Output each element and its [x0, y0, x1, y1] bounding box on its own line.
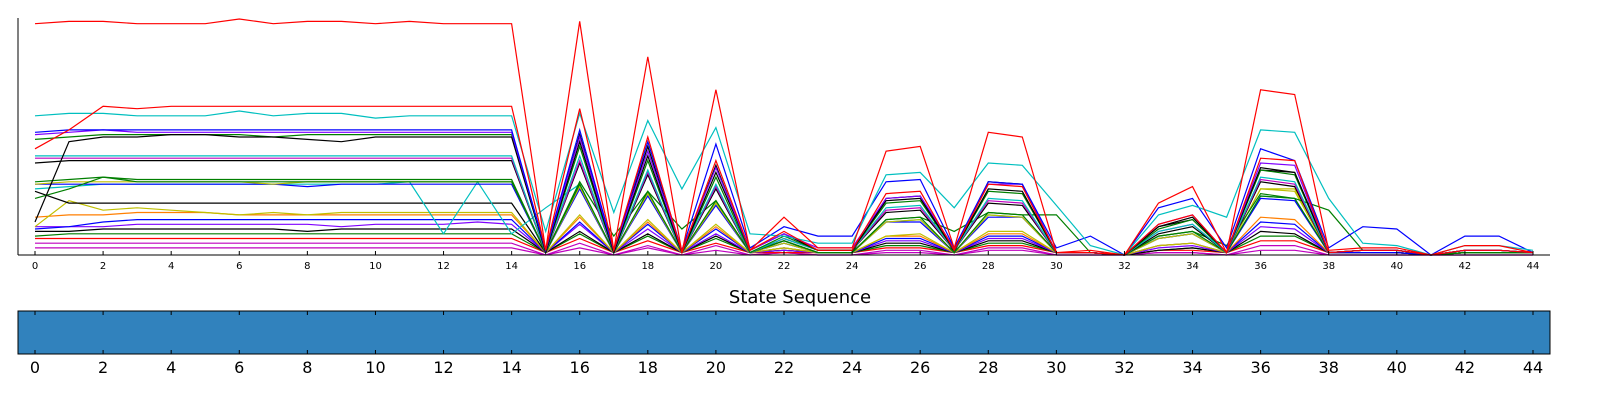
state-tick-label-0: 0 — [30, 358, 40, 377]
state-tick-label-18: 18 — [638, 358, 658, 377]
series-line-2 — [34, 110, 1534, 256]
x-tick-label-14: 14 — [505, 261, 518, 272]
x-tick-label-2: 2 — [100, 261, 106, 272]
line-plot: 0 2 4 6 8 10 12 14 16 18 20 22 24 26 28 30 32 34 36 38 40 42 4… — [17, 18, 1550, 272]
x-tick-label-44: 44 — [1527, 261, 1540, 272]
series-line-14 — [34, 180, 1533, 256]
state-tick-label-32: 32 — [1114, 358, 1134, 377]
state-tick-label-34: 34 — [1182, 358, 1202, 377]
state-tick-label-14: 14 — [501, 358, 521, 377]
series-line-1 — [34, 105, 1534, 256]
state-tick-label-38: 38 — [1319, 358, 1339, 377]
series-layer — [34, 18, 1534, 256]
x-tick-label-20: 20 — [710, 261, 723, 272]
state-sequence-ticks: 0 2 4 6 8 10 12 14 16 18 20 22 24 26 28 30 32 34 36 38 40 42 4… — [30, 311, 1543, 377]
state-sequence-title: State Sequence — [729, 287, 871, 308]
state-tick-label-8: 8 — [302, 358, 312, 377]
state-tick-label-22: 22 — [774, 358, 794, 377]
x-tick-label-18: 18 — [641, 261, 654, 272]
series-line-10 — [34, 176, 1533, 256]
state-tick-label-12: 12 — [433, 358, 453, 377]
state-tick-label-40: 40 — [1387, 358, 1407, 377]
state-tick-label-2: 2 — [98, 358, 108, 377]
state-tick-label-6: 6 — [234, 358, 244, 377]
x-tick-label-28: 28 — [982, 261, 995, 272]
series-line-19 — [35, 221, 1533, 256]
state-tick-label-20: 20 — [706, 358, 726, 377]
series-line-4 — [34, 129, 1534, 256]
state-tick-label-4: 4 — [166, 358, 176, 377]
state-tick-label-10: 10 — [365, 358, 385, 377]
state-tick-label-24: 24 — [842, 358, 862, 377]
x-tick-label-24: 24 — [846, 261, 859, 272]
series-line-12 — [34, 181, 1533, 256]
x-tick-label-42: 42 — [1459, 261, 1472, 272]
x-tick-label-40: 40 — [1390, 261, 1403, 272]
x-tick-label-30: 30 — [1050, 261, 1063, 272]
state-tick-label-28: 28 — [978, 358, 998, 377]
x-tick-label-26: 26 — [914, 261, 927, 272]
x-tick-label-16: 16 — [573, 261, 586, 272]
series-line-16 — [34, 188, 1533, 256]
line-plot-axes: 0 2 4 6 8 10 12 14 16 18 20 22 24 26 28 30 32 34 36 38 40 42 4… — [17, 18, 1550, 272]
x-tick-label-6: 6 — [236, 261, 242, 272]
x-tick-label-22: 22 — [778, 261, 791, 272]
x-tick-label-12: 12 — [437, 261, 450, 272]
state-tick-label-36: 36 — [1250, 358, 1270, 377]
x-tick-label-8: 8 — [304, 261, 310, 272]
x-tick-label-0: 0 — [32, 261, 38, 272]
state-tick-label-42: 42 — [1455, 358, 1475, 377]
series-line-0 — [34, 18, 1534, 256]
x-tick-label-32: 32 — [1118, 261, 1131, 272]
series-line-3 — [34, 127, 1534, 256]
state-tick-label-30: 30 — [1046, 358, 1066, 377]
x-tick-label-36: 36 — [1254, 261, 1267, 272]
state-sequence-plot: State Sequence 0 2 4 6 8 10 12 14 16 18 20 22 24 26 28… — [17, 287, 1551, 377]
x-tick-label-10: 10 — [369, 261, 382, 272]
x-tick-label-38: 38 — [1322, 261, 1335, 272]
x-tick-label-4: 4 — [168, 261, 174, 272]
series-line-7 — [35, 154, 1534, 256]
state-tick-label-26: 26 — [910, 358, 930, 377]
state-sequence-bar — [17, 310, 1551, 355]
x-tick-label-34: 34 — [1186, 261, 1199, 272]
state-tick-label-16: 16 — [570, 358, 590, 377]
state-tick-label-44: 44 — [1523, 358, 1543, 377]
